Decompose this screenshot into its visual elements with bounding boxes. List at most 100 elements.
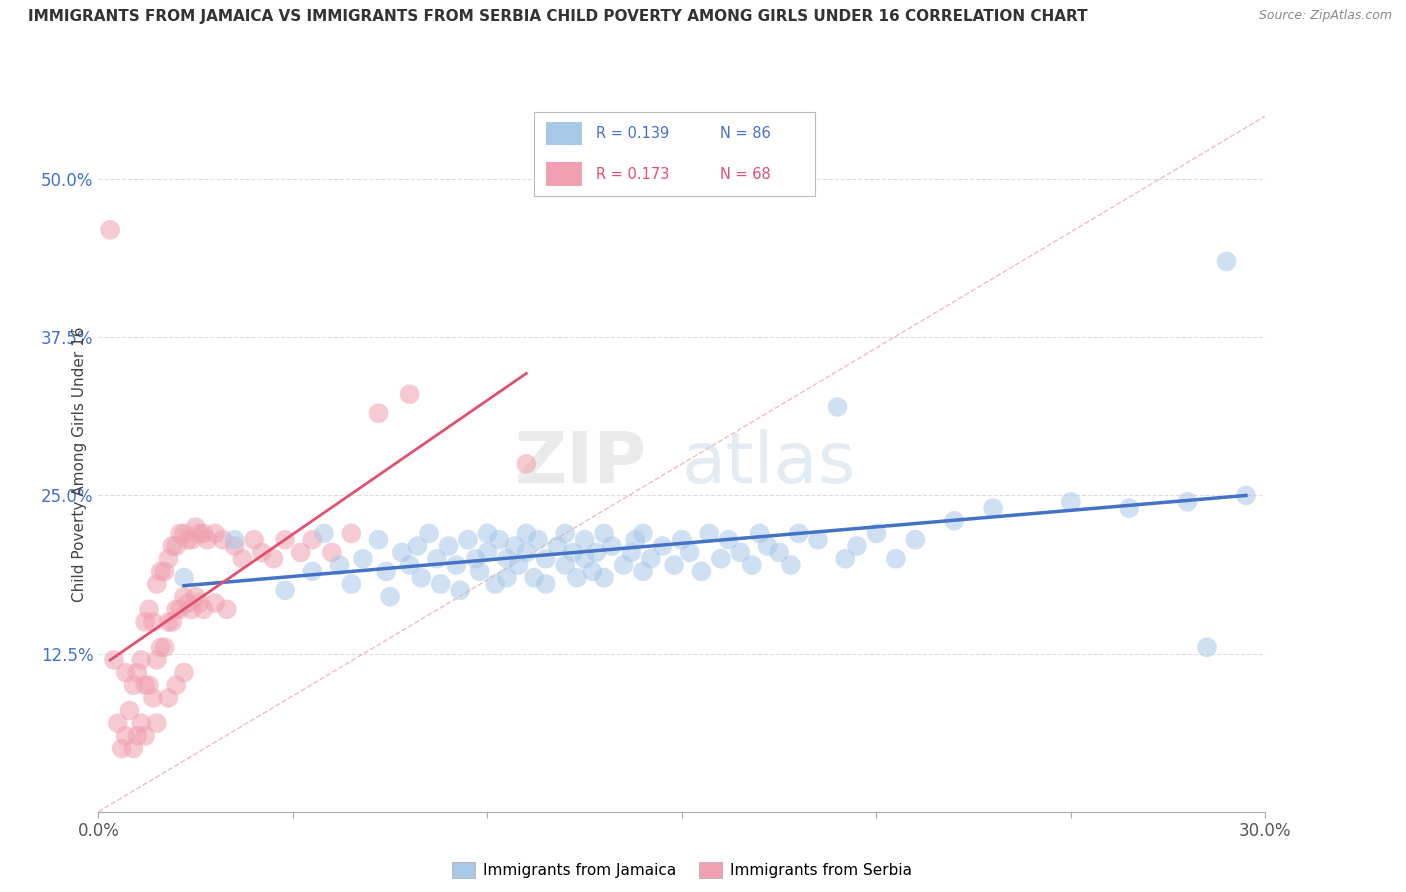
Point <box>157 615 180 629</box>
Point <box>98 223 121 237</box>
Point <box>562 545 585 559</box>
Point <box>301 565 323 579</box>
Point <box>741 558 763 572</box>
Point <box>449 583 471 598</box>
Point <box>114 665 136 680</box>
Point <box>546 539 568 553</box>
Point <box>138 602 160 616</box>
Point <box>165 602 187 616</box>
Point <box>710 551 733 566</box>
Point <box>662 558 685 572</box>
Point <box>398 558 420 572</box>
Point <box>127 729 149 743</box>
Point <box>142 615 165 629</box>
Point <box>243 533 266 547</box>
Point <box>477 526 499 541</box>
Point <box>651 539 673 553</box>
Point <box>574 551 596 566</box>
Point <box>827 400 849 414</box>
Point <box>508 558 530 572</box>
Point <box>134 678 156 692</box>
Point <box>581 565 603 579</box>
Point <box>620 545 643 559</box>
Point <box>274 583 297 598</box>
Point <box>807 533 830 547</box>
Point <box>329 558 352 572</box>
Point <box>1060 495 1083 509</box>
Point <box>748 526 770 541</box>
Point <box>157 551 180 566</box>
Point <box>846 539 869 553</box>
Point <box>129 716 152 731</box>
Point <box>146 716 169 731</box>
Point <box>173 571 195 585</box>
Text: N = 68: N = 68 <box>720 167 770 182</box>
Point <box>690 565 713 579</box>
Point <box>142 690 165 705</box>
Point <box>134 729 156 743</box>
Point <box>146 577 169 591</box>
Point <box>411 571 433 585</box>
Point <box>180 602 202 616</box>
Point <box>250 545 273 559</box>
Legend: Immigrants from Jamaica, Immigrants from Serbia: Immigrants from Jamaica, Immigrants from… <box>446 856 918 884</box>
Point <box>157 690 180 705</box>
Point <box>224 533 246 547</box>
Point <box>679 545 702 559</box>
Point <box>865 526 887 541</box>
Point <box>129 653 152 667</box>
Point <box>169 526 191 541</box>
Point <box>231 551 253 566</box>
Point <box>495 551 517 566</box>
Point <box>534 577 557 591</box>
Point <box>195 533 218 547</box>
Point <box>312 526 335 541</box>
Point <box>375 565 398 579</box>
Point <box>624 533 647 547</box>
FancyBboxPatch shape <box>546 121 582 145</box>
Point <box>1234 488 1257 502</box>
Point <box>111 741 134 756</box>
Point <box>437 539 460 553</box>
Point <box>565 571 588 585</box>
Point <box>173 526 195 541</box>
Point <box>134 615 156 629</box>
Point <box>193 526 215 541</box>
Point <box>768 545 790 559</box>
Point <box>756 539 779 553</box>
Point <box>787 526 810 541</box>
Point <box>1118 501 1140 516</box>
Point <box>981 501 1004 516</box>
Point <box>468 565 491 579</box>
Point <box>464 551 486 566</box>
Point <box>118 704 141 718</box>
Text: R = 0.139: R = 0.139 <box>596 126 669 141</box>
Point <box>640 551 662 566</box>
Point <box>127 665 149 680</box>
Text: ZIP: ZIP <box>515 429 647 499</box>
Point <box>177 596 200 610</box>
Point <box>671 533 693 547</box>
Point <box>697 526 720 541</box>
Point <box>631 526 654 541</box>
Point <box>943 514 966 528</box>
Point <box>904 533 927 547</box>
Point <box>527 533 550 547</box>
Point <box>212 533 235 547</box>
Point <box>717 533 740 547</box>
Point <box>149 565 172 579</box>
Point <box>122 678 145 692</box>
Point <box>495 571 517 585</box>
Point <box>534 551 557 566</box>
Point <box>262 551 284 566</box>
FancyBboxPatch shape <box>546 162 582 186</box>
Point <box>290 545 312 559</box>
Point <box>122 741 145 756</box>
Point <box>204 526 226 541</box>
Point <box>301 533 323 547</box>
Point <box>457 533 479 547</box>
Point <box>1195 640 1218 655</box>
Point <box>600 539 623 553</box>
Point <box>340 577 363 591</box>
Point <box>162 615 184 629</box>
